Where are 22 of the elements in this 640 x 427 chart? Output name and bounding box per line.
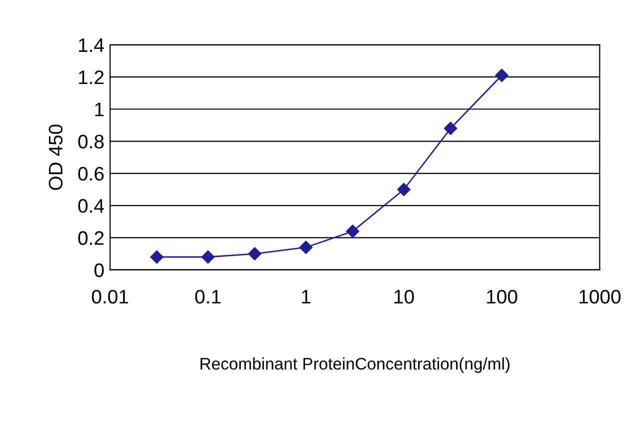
x-tick-label: 1000 <box>580 290 621 304</box>
x-tick-label: 1 <box>302 290 310 304</box>
x-axis-title: Recombinant ProteinConcentration(ng/ml) <box>200 357 510 373</box>
y-tick-label: 0.8 <box>78 134 104 149</box>
point <box>299 240 313 254</box>
y-tick-label: 1 <box>95 102 104 116</box>
point <box>150 250 164 264</box>
x-tick-label: 100 <box>487 290 518 304</box>
y-tick-label: 0 <box>94 263 104 278</box>
x-tick-label: 0.01 <box>92 290 128 304</box>
y-axis-title: OD 450 <box>48 124 63 190</box>
y-tick-label: 0.4 <box>78 199 104 213</box>
point <box>248 247 262 260</box>
point <box>495 68 508 82</box>
point <box>397 182 410 196</box>
y-tick-label: 1.2 <box>78 70 104 84</box>
y-tick-label: 0.2 <box>78 231 104 245</box>
y-tick-label: 0.6 <box>78 166 104 181</box>
point <box>346 224 360 238</box>
y-tick-label: 1.4 <box>78 38 104 52</box>
x-tick-label: 10 <box>394 290 414 304</box>
x-tick-label: 0.1 <box>195 290 221 304</box>
